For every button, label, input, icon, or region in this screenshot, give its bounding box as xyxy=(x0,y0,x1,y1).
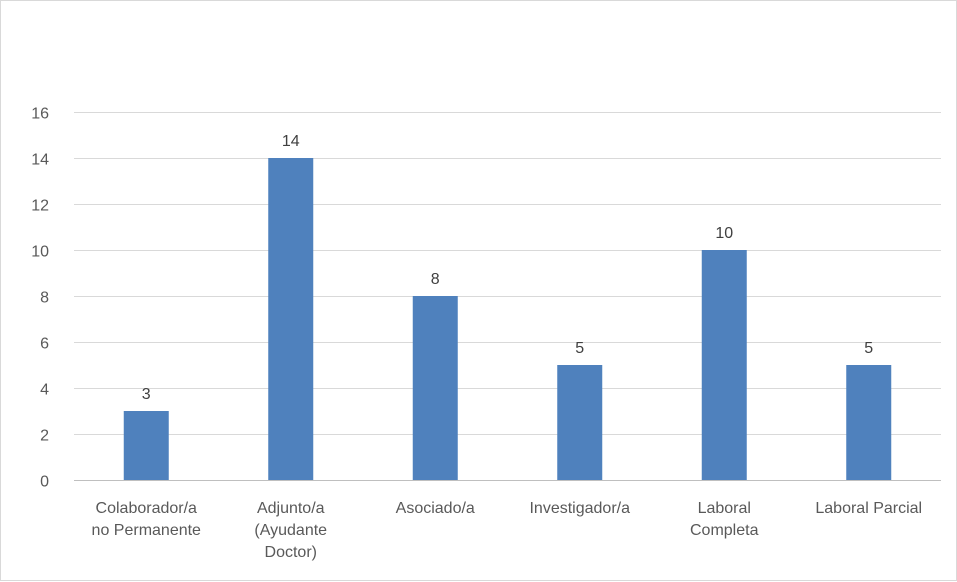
bar xyxy=(557,365,603,480)
y-tick-label: 16 xyxy=(31,106,49,123)
gridlines xyxy=(74,112,941,481)
data-label: 10 xyxy=(715,225,733,242)
bar xyxy=(846,365,892,480)
y-tick-label: 0 xyxy=(40,474,49,491)
x-tick-label: Laboral Completa xyxy=(690,500,759,539)
data-label: 3 xyxy=(142,386,151,403)
bar xyxy=(268,158,314,480)
data-label: 14 xyxy=(282,133,300,150)
y-tick-label: 4 xyxy=(40,382,49,399)
x-axis-ticks: Colaborador/a no Permanente Adjunto/a (Ayud… xyxy=(92,500,923,561)
x-tick-label: Laboral Parcial xyxy=(815,500,922,517)
y-tick-label: 12 xyxy=(31,198,49,215)
bar xyxy=(701,250,747,480)
y-tick-label: 14 xyxy=(31,152,49,169)
data-label: 8 xyxy=(431,271,440,288)
y-tick-label: 2 xyxy=(40,428,49,445)
x-tick-label: Asociado/a xyxy=(396,500,475,517)
bar xyxy=(123,411,169,480)
x-tick-label: Adjunto/a (Ayudante Doctor) xyxy=(254,500,327,561)
y-axis-ticks: 0 2 4 6 8 10 12 14 16 xyxy=(31,106,49,491)
data-label: 5 xyxy=(864,340,873,357)
y-tick-label: 10 xyxy=(31,244,49,261)
y-tick-label: 8 xyxy=(40,290,49,307)
data-labels: 3 14 8 5 10 5 xyxy=(142,133,874,403)
x-tick-label: Colaborador/a no Permanente xyxy=(92,500,202,539)
x-tick-label: Investigador/a xyxy=(529,500,630,517)
y-tick-label: 6 xyxy=(40,336,49,353)
data-label: 5 xyxy=(575,340,584,357)
bars xyxy=(123,158,892,480)
bar xyxy=(412,296,458,480)
